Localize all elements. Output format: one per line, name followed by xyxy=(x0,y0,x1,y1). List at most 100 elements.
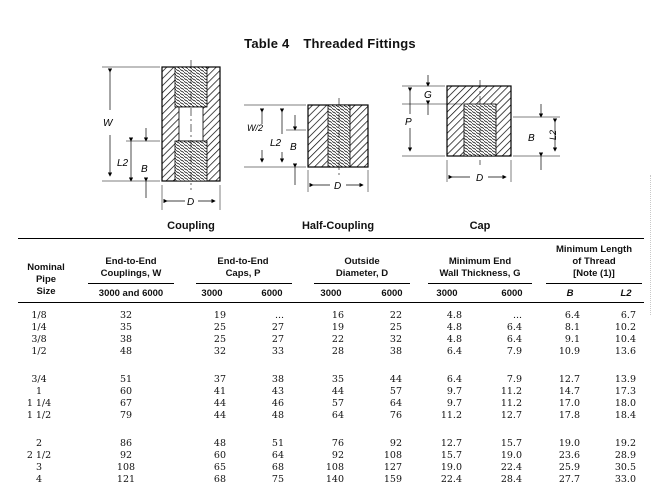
table-cell: 30.5 xyxy=(614,462,636,473)
table-cell: 13.6 xyxy=(614,346,636,357)
nominal-size-cell: 1 1/4 xyxy=(26,398,52,409)
sub-wall-6000: 6000 xyxy=(501,288,523,299)
table-cell: 15.7 xyxy=(500,438,522,449)
half-coupling-d-label: D xyxy=(334,181,341,192)
caption-cap: Cap xyxy=(469,220,491,232)
half-coupling-b-label: B xyxy=(290,142,297,153)
header-nominal-pipe-size: Nominal Pipe Size xyxy=(20,262,72,298)
table-cell: 27 xyxy=(271,334,284,345)
header-nominal-line2: Pipe xyxy=(35,274,57,285)
table-cell: 28.9 xyxy=(614,450,636,461)
sub-thread-l2: L2 xyxy=(620,288,632,299)
table-cell: ... xyxy=(274,310,284,321)
table-cell: 75 xyxy=(271,474,284,485)
table-cell: 48 xyxy=(271,410,284,421)
table-cell: 9.1 xyxy=(564,334,580,345)
table-cell: 10.4 xyxy=(614,334,636,345)
table-cell: 57 xyxy=(331,398,344,409)
table-cell: 12.7 xyxy=(440,438,462,449)
cap-drawing: G P B L2 D xyxy=(402,75,560,184)
table-cell: 16 xyxy=(331,310,344,321)
table-cell: 92 xyxy=(119,450,133,461)
table-cell: 6.4 xyxy=(506,322,522,333)
half-coupling-drawing: W/2 L2 B D xyxy=(244,98,369,192)
table-cell: 35 xyxy=(119,322,133,333)
header-couplings-line2: Couplings, W xyxy=(100,268,162,279)
half-coupling-l2-label: L2 xyxy=(270,138,282,149)
table-cell: 57 xyxy=(389,386,402,397)
table-cell: 51 xyxy=(271,438,284,449)
header-outside-line2: Diameter, D xyxy=(335,268,389,279)
rule-outside xyxy=(314,283,410,284)
table-cell: 11.2 xyxy=(500,398,522,409)
table-cell: 46 xyxy=(271,398,284,409)
header-nominal-line3: Size xyxy=(36,286,56,297)
table-cell: 68 xyxy=(213,474,226,485)
sub-od-6000: 6000 xyxy=(381,288,403,299)
nominal-size-cell: 1/2 xyxy=(31,346,47,357)
caption-half-coupling: Half-Coupling xyxy=(301,220,375,232)
nominal-size-cell: 1/8 xyxy=(31,310,47,321)
half-coupling-w2-label: W/2 xyxy=(247,123,263,133)
table-cell: 140 xyxy=(325,474,344,485)
fitting-drawings: W L2 B D W/2 L2 B D xyxy=(102,60,560,210)
header-outside-diameter: Outside Diameter, D xyxy=(314,256,410,280)
table-cell: 17.3 xyxy=(614,386,636,397)
table-cell: 67 xyxy=(119,398,133,409)
table-cell: 4.8 xyxy=(446,334,462,345)
rule-couplings xyxy=(88,283,174,284)
table-cell: 32 xyxy=(119,310,133,321)
header-wall-thickness: Minimum End Wall Thickness, G xyxy=(428,256,532,280)
table-cell: 28.4 xyxy=(500,474,522,485)
nominal-size-cell: 1 1/2 xyxy=(26,410,52,421)
table-cell: 86 xyxy=(119,438,133,449)
table-cell: 60 xyxy=(213,450,226,461)
table-cell: 6.4 xyxy=(506,334,522,345)
table-cell: 92 xyxy=(331,450,344,461)
table-cell: 32 xyxy=(389,334,402,345)
table-cell: 108 xyxy=(116,462,136,473)
coupling-d-label: D xyxy=(187,197,194,208)
table-cell: 10.2 xyxy=(614,322,636,333)
cap-b-label: B xyxy=(528,133,535,144)
header-caps-line1: End-to-End xyxy=(217,256,269,267)
sub-caps-6000: 6000 xyxy=(261,288,283,299)
table-cell: 65 xyxy=(213,462,226,473)
table-cell: 127 xyxy=(383,462,402,473)
rule-thread xyxy=(546,283,642,284)
rule-caps xyxy=(196,283,292,284)
table-cell: 12.7 xyxy=(500,410,522,421)
table-cell: 37 xyxy=(213,374,226,385)
table-cell: 12.7 xyxy=(558,374,580,385)
header-caps: End-to-End Caps, P xyxy=(198,256,288,280)
table-cell: 14.7 xyxy=(558,386,580,397)
coupling-b-label: B xyxy=(141,164,148,175)
table-cell: 7.9 xyxy=(506,374,522,385)
header-caps-line2: Caps, P xyxy=(225,268,261,279)
table-cell: 33 xyxy=(271,346,284,357)
table-cell: 41 xyxy=(213,386,226,397)
table-cell: 32 xyxy=(213,346,226,357)
table-cell: 25 xyxy=(389,322,402,333)
table-cell: 108 xyxy=(383,450,402,461)
coupling-l2-label: L2 xyxy=(117,158,129,169)
table-cell: 9.7 xyxy=(446,386,462,397)
table-cell: 9.7 xyxy=(446,398,462,409)
nominal-size-cell: 2 1/2 xyxy=(26,450,52,461)
page-edge xyxy=(650,175,653,315)
table-cell: 22 xyxy=(331,334,344,345)
cap-g-label: G xyxy=(424,90,432,101)
header-couplings-line1: End-to-End xyxy=(105,256,157,267)
nominal-size-cell: 1/4 xyxy=(31,322,47,333)
table-cell: 25.9 xyxy=(558,462,580,473)
table-cell: 4.8 xyxy=(446,322,462,333)
table-cell: 19.2 xyxy=(614,438,636,449)
table-cell: ... xyxy=(512,310,522,321)
table-cell: 13.9 xyxy=(614,374,636,385)
table-cell: 64 xyxy=(271,450,284,461)
table-cell: 17.0 xyxy=(558,398,580,409)
header-thread-line1: Minimum Length xyxy=(556,244,632,255)
nominal-size-cell: 3/4 xyxy=(31,374,47,385)
table-cell: 121 xyxy=(116,474,136,485)
table-cell: 4.8 xyxy=(446,310,462,321)
